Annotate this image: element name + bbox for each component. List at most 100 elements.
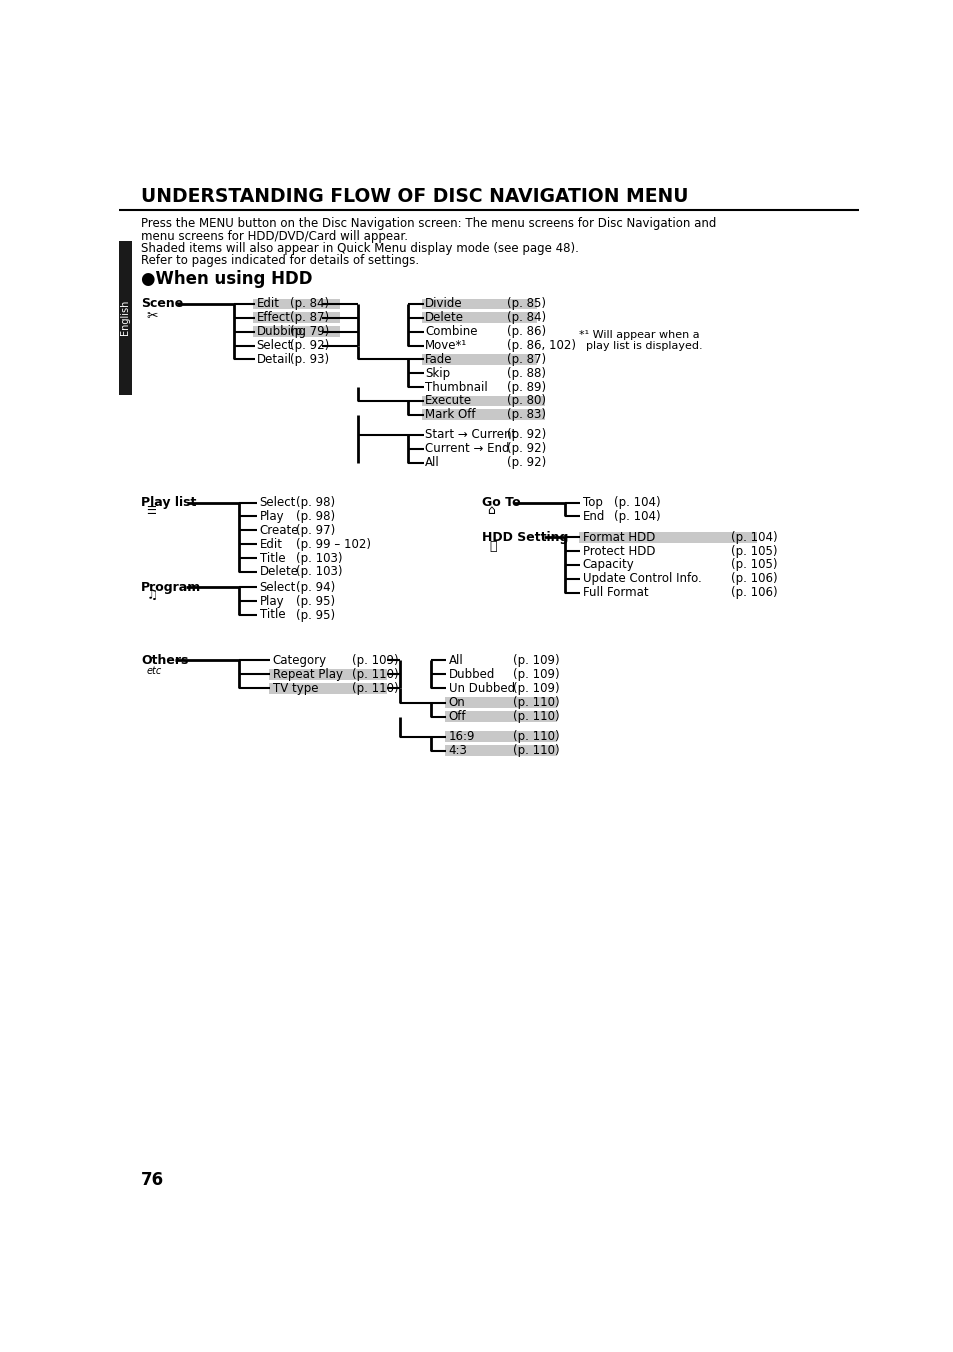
Text: (p. 105): (p. 105) (731, 545, 778, 557)
FancyBboxPatch shape (444, 745, 557, 756)
Text: Current → End: Current → End (425, 442, 509, 456)
Text: (p. 110): (p. 110) (513, 744, 559, 757)
FancyBboxPatch shape (444, 698, 557, 708)
Text: Play: Play (259, 595, 284, 607)
Text: Shaded items will also appear in Quick Menu display mode (see page 48).: Shaded items will also appear in Quick M… (141, 242, 578, 256)
Text: play list is displayed.: play list is displayed. (585, 341, 701, 350)
Text: 4:3: 4:3 (448, 744, 467, 757)
FancyBboxPatch shape (444, 731, 557, 742)
Text: Edit: Edit (259, 538, 282, 550)
Text: (p. 109): (p. 109) (513, 654, 559, 667)
Text: (p. 109): (p. 109) (352, 654, 398, 667)
Text: (p. 92): (p. 92) (506, 456, 545, 469)
Text: Program: Program (141, 581, 201, 594)
Text: Top: Top (582, 496, 602, 510)
Text: Press the MENU button on the Disc Navigation screen: The menu screens for Disc N: Press the MENU button on the Disc Naviga… (141, 218, 716, 230)
Text: (p. 109): (p. 109) (513, 681, 559, 695)
Text: (p. 110): (p. 110) (513, 710, 559, 723)
Text: Capacity: Capacity (582, 558, 634, 572)
Text: (p. 87): (p. 87) (290, 311, 329, 324)
Text: Mark Off: Mark Off (425, 408, 476, 422)
Text: (p. 98): (p. 98) (295, 496, 335, 510)
Text: ⧉: ⧉ (489, 539, 497, 553)
FancyBboxPatch shape (253, 312, 340, 323)
Text: (p. 104): (p. 104) (731, 531, 778, 544)
FancyBboxPatch shape (269, 669, 386, 680)
FancyBboxPatch shape (253, 299, 340, 310)
Text: (p. 110): (p. 110) (513, 730, 559, 744)
Text: (p. 110): (p. 110) (352, 668, 398, 681)
Text: Play list: Play list (141, 496, 196, 510)
Text: (p. 104): (p. 104) (613, 510, 659, 523)
Text: Dubbing: Dubbing (256, 324, 306, 338)
Text: Select: Select (259, 581, 295, 594)
Text: menu screens for HDD/DVD/Card will appear.: menu screens for HDD/DVD/Card will appea… (141, 230, 408, 242)
Text: (p. 103): (p. 103) (295, 552, 342, 565)
Text: (p. 99 – 102): (p. 99 – 102) (295, 538, 371, 550)
Text: (p. 94): (p. 94) (295, 581, 335, 594)
Text: Edit: Edit (256, 297, 279, 311)
Text: Scene: Scene (141, 297, 183, 311)
Text: Category: Category (273, 654, 327, 667)
Text: On: On (448, 696, 465, 710)
Text: (p. 84): (p. 84) (290, 297, 329, 311)
Text: (p. 86, 102): (p. 86, 102) (506, 339, 576, 352)
Text: All: All (448, 654, 463, 667)
Text: etc: etc (146, 667, 161, 676)
Text: Execute: Execute (425, 395, 472, 407)
Text: (p. 105): (p. 105) (731, 558, 778, 572)
Text: Start → Current: Start → Current (425, 429, 517, 441)
Text: (p. 88): (p. 88) (506, 366, 545, 380)
Text: UNDERSTANDING FLOW OF DISC NAVIGATION MENU: UNDERSTANDING FLOW OF DISC NAVIGATION ME… (141, 187, 688, 206)
Text: Move*¹: Move*¹ (425, 339, 467, 352)
Text: *¹ Will appear when a: *¹ Will appear when a (578, 330, 699, 339)
Text: Dubbed: Dubbed (448, 668, 495, 681)
Text: Title: Title (259, 608, 285, 622)
Text: Combine: Combine (425, 324, 477, 338)
Text: (p. 83): (p. 83) (506, 408, 545, 422)
Text: TV type: TV type (273, 681, 318, 695)
Text: (p. 103): (p. 103) (295, 565, 342, 579)
Text: ♫: ♫ (146, 589, 157, 602)
FancyBboxPatch shape (119, 241, 132, 395)
Text: ⌂: ⌂ (487, 504, 495, 516)
Text: Update Control Info.: Update Control Info. (582, 572, 700, 585)
Text: (p. 80): (p. 80) (506, 395, 545, 407)
Text: Detail: Detail (256, 353, 292, 366)
Text: (p. 93): (p. 93) (290, 353, 329, 366)
FancyBboxPatch shape (422, 354, 537, 365)
Text: Others: Others (141, 654, 188, 667)
Text: (p. 92): (p. 92) (506, 442, 545, 456)
Text: Select: Select (256, 339, 293, 352)
Text: (p. 106): (p. 106) (731, 572, 778, 585)
FancyBboxPatch shape (578, 531, 757, 542)
Text: (p. 85): (p. 85) (506, 297, 545, 311)
Text: ✂: ✂ (146, 310, 158, 323)
Text: (p. 98): (p. 98) (295, 510, 335, 523)
Text: Repeat Play: Repeat Play (273, 668, 342, 681)
Text: Go To: Go To (481, 496, 520, 510)
Text: Fade: Fade (425, 353, 453, 366)
Text: Delete: Delete (425, 311, 464, 324)
FancyBboxPatch shape (253, 326, 340, 337)
Text: (p. 92): (p. 92) (290, 339, 329, 352)
Text: (p. 110): (p. 110) (352, 681, 398, 695)
Text: (p. 86): (p. 86) (506, 324, 545, 338)
Text: ●When using HDD: ●When using HDD (141, 270, 313, 288)
FancyBboxPatch shape (269, 683, 386, 694)
Text: (p. 110): (p. 110) (513, 696, 559, 710)
FancyBboxPatch shape (422, 299, 537, 310)
Text: (p. 104): (p. 104) (613, 496, 659, 510)
Text: Create: Create (259, 523, 298, 537)
Text: Thumbnail: Thumbnail (425, 380, 488, 393)
Text: (p. 97): (p. 97) (295, 523, 335, 537)
FancyBboxPatch shape (422, 410, 544, 420)
Text: (p. 79): (p. 79) (290, 324, 329, 338)
Text: Select: Select (259, 496, 295, 510)
FancyBboxPatch shape (444, 711, 557, 722)
Text: Protect HDD: Protect HDD (582, 545, 655, 557)
FancyBboxPatch shape (422, 396, 544, 407)
Text: (p. 87): (p. 87) (506, 353, 545, 366)
Text: English: English (120, 300, 131, 335)
Text: (p. 89): (p. 89) (506, 380, 545, 393)
